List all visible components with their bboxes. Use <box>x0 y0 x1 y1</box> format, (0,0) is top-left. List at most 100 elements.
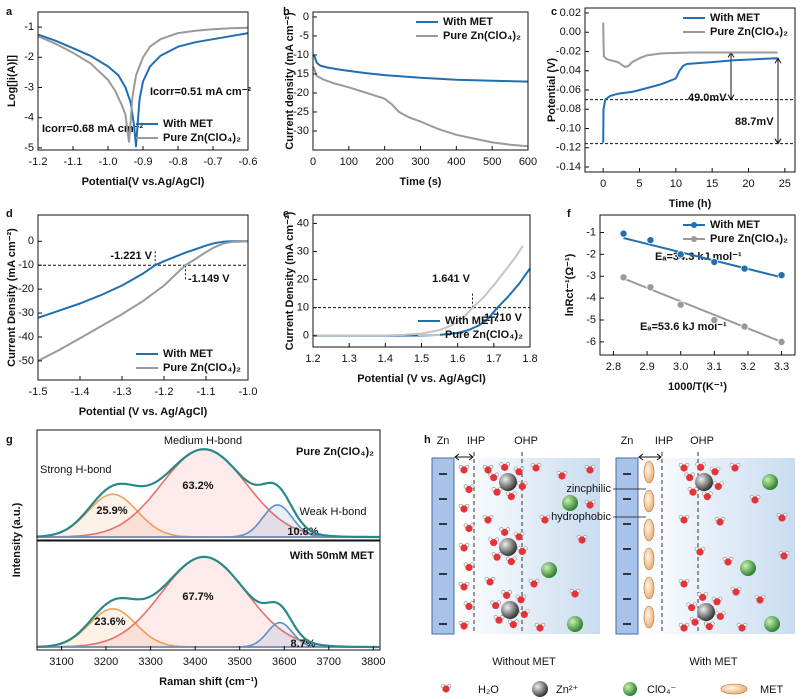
y-tick-label: -0.12 <box>556 142 581 154</box>
met-molecule <box>643 489 655 513</box>
water-o <box>465 485 473 494</box>
x-axis-label: Time (s) <box>400 176 442 188</box>
legend-label: With MET <box>443 16 493 28</box>
met-molecule <box>643 460 655 484</box>
x-tick-label: 3100 <box>49 656 73 668</box>
peak-name: Weak H-bond <box>299 506 366 518</box>
legend-label: Pure Zn(ClO₄)₂ <box>445 329 523 341</box>
y-tick-label: -15 <box>293 68 309 80</box>
water-o <box>696 548 704 556</box>
x-tick-label: 0 <box>310 156 316 168</box>
y-tick-label: 30 <box>297 245 309 257</box>
zinc-ion <box>501 601 519 619</box>
zinc-ion <box>697 603 715 621</box>
x-tick-label: 3700 <box>317 656 341 668</box>
data-point <box>777 337 786 346</box>
water-o <box>699 593 707 601</box>
y-tick-label: 0 <box>303 11 309 23</box>
y-tick-label: -40 <box>18 331 34 343</box>
water-o <box>541 516 549 524</box>
perchlorate-ion <box>762 474 778 490</box>
panel-letter: a <box>6 6 13 18</box>
water-o <box>507 493 515 501</box>
ohp-label: OHP <box>514 435 538 447</box>
x-tick-label: 3.1 <box>707 361 722 373</box>
annotation: Icorr=0.51 mA cm⁻² <box>150 86 251 98</box>
water-o <box>465 602 473 611</box>
water-o <box>680 516 688 524</box>
data-line <box>312 65 529 148</box>
panel-letter: f <box>567 208 571 220</box>
y-tick-label: -20 <box>293 87 309 99</box>
x-tick-label: 5 <box>636 178 642 190</box>
data-line <box>37 240 249 362</box>
y-axis-label: Log[|i(A)|] <box>6 55 18 107</box>
peak-component <box>37 621 380 648</box>
water-o <box>460 544 468 552</box>
x-tick-label: 0 <box>600 178 606 190</box>
water-o <box>515 468 523 476</box>
met-molecule <box>643 605 655 629</box>
x-axis-label: Raman shift (cm⁻¹) <box>159 676 258 688</box>
water-o <box>460 505 468 513</box>
water-o <box>484 466 492 474</box>
water-o <box>714 482 722 491</box>
water-o <box>465 563 473 572</box>
water-o <box>713 598 721 606</box>
water-o <box>703 493 711 501</box>
data-line <box>37 240 248 319</box>
x-axis-label: Time (h) <box>669 198 712 210</box>
peak-share-label: 23.6% <box>94 616 125 628</box>
x-tick-label: 20 <box>742 178 754 190</box>
legend-label: With MET <box>710 12 760 24</box>
water-o <box>530 580 538 588</box>
data-point <box>740 264 749 273</box>
legend-label: Pure Zn(ClO₄)₂ <box>163 132 241 144</box>
y-axis-label: lnRct⁻¹(Ω⁻¹) <box>564 253 576 316</box>
y-tick-label: -25 <box>293 106 309 118</box>
water-o <box>697 463 705 471</box>
water-o <box>515 533 523 541</box>
fit-envelope <box>36 448 380 539</box>
layer-arrow <box>638 453 662 461</box>
data-line <box>312 54 529 83</box>
data-point <box>619 229 628 238</box>
water-o <box>484 516 492 524</box>
ihp-label: IHP <box>467 435 485 447</box>
water-o <box>731 464 739 472</box>
x-axis-label: Potential (V vs. Ag/AgCl) <box>79 406 208 418</box>
water-o <box>732 588 740 596</box>
callout-label: zincphilic <box>566 483 611 495</box>
water-o <box>532 464 540 472</box>
x-tick-label: 300 <box>411 156 429 168</box>
water-o <box>716 518 724 526</box>
y-tick-label: 0 <box>28 235 34 247</box>
water-o <box>520 610 528 619</box>
x-tick-label: 3.0 <box>673 361 688 373</box>
x-tick-label: -1.0 <box>99 156 118 168</box>
x-tick-label: -1.3 <box>113 386 132 398</box>
water-o <box>460 622 468 630</box>
water-o <box>756 596 764 604</box>
electrode-label: Zn <box>437 435 450 447</box>
x-tick-label: -0.7 <box>204 156 223 168</box>
data-line <box>312 245 524 337</box>
annotation: 1.641 V <box>432 273 471 285</box>
water-o <box>778 514 786 522</box>
legend-label: With MET <box>163 118 213 130</box>
panel-letter: c <box>551 6 557 18</box>
y-tick-label: -0.02 <box>556 45 581 57</box>
water-o <box>493 488 501 496</box>
water-o <box>460 466 468 474</box>
y-tick-label: -1 <box>586 226 596 238</box>
water-o <box>711 468 719 476</box>
water-o <box>518 482 526 491</box>
data-point <box>710 258 719 267</box>
water-o <box>705 623 713 631</box>
x-tick-label: -0.8 <box>169 156 188 168</box>
legend-label: ClO₄⁻ <box>647 684 676 696</box>
water-o <box>716 612 724 621</box>
y-tick-label: 0.02 <box>560 7 581 19</box>
zinc-ion <box>695 473 713 491</box>
